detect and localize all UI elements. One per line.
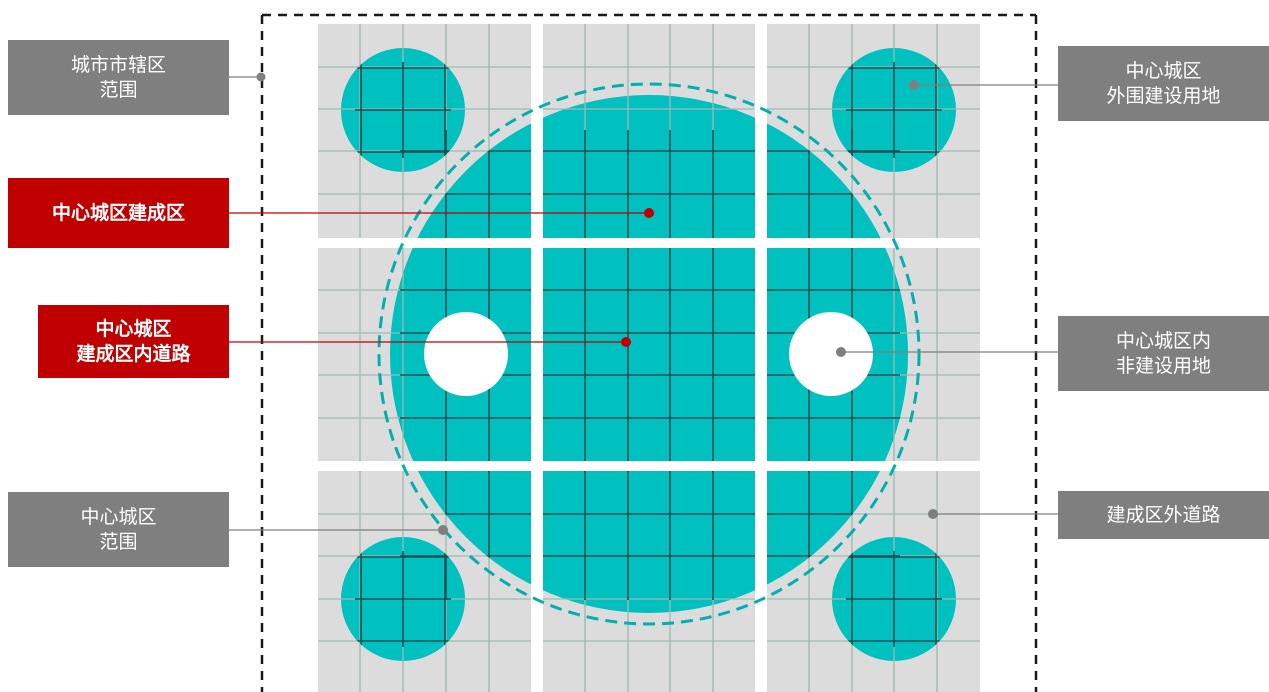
label-central-built-area: 中心城区建成区 <box>8 178 229 248</box>
road-horizontal-1 <box>318 238 980 248</box>
non-construction-land <box>424 312 873 396</box>
main-roads <box>318 0 980 692</box>
leader-dots <box>256 72 938 535</box>
label-city-municipal-area: 城市市辖区 范围 <box>8 40 229 115</box>
non-construction-hole-left <box>424 312 508 396</box>
label-outer-roads: 建成区外道路 <box>1058 491 1269 539</box>
label-central-built-roads: 中心城区 建成区内道路 <box>38 305 229 378</box>
dot-built-roads <box>621 337 631 347</box>
dot-non-construction <box>836 347 846 357</box>
label-central-non-construction-text: 中心城区内 非建设用地 <box>1115 329 1211 377</box>
road-horizontal-2 <box>318 461 980 471</box>
label-central-outer-construction-text: 中心城区 外围建设用地 <box>1106 59 1221 107</box>
central-built-area-shape <box>390 95 908 613</box>
dot-outer-roads <box>928 509 938 519</box>
dot-central-range <box>438 525 448 535</box>
label-city-municipal-area-text: 城市市辖区 范围 <box>70 53 166 101</box>
municipal-boundary <box>260 13 1038 692</box>
label-outer-roads-text: 建成区外道路 <box>1106 503 1221 526</box>
dot-built-area <box>644 208 654 218</box>
label-central-built-area-text: 中心城区建成区 <box>51 201 185 224</box>
label-central-built-roads-text: 中心城区 建成区内道路 <box>76 317 191 365</box>
dot-municipal <box>256 72 266 82</box>
label-central-outer-construction: 中心城区 外围建设用地 <box>1058 46 1269 121</box>
label-central-non-construction: 中心城区内 非建设用地 <box>1058 316 1269 391</box>
road-vertical-2 <box>755 0 767 692</box>
non-construction-hole-right <box>789 312 873 396</box>
leader-lines <box>229 76 1058 531</box>
road-vertical-1 <box>531 0 543 692</box>
dot-outer-construction <box>909 80 919 90</box>
central-district-range-boundary <box>377 82 921 626</box>
label-central-area-range-text: 中心城区 范围 <box>80 505 157 553</box>
label-central-area-range: 中心城区 范围 <box>8 492 229 567</box>
